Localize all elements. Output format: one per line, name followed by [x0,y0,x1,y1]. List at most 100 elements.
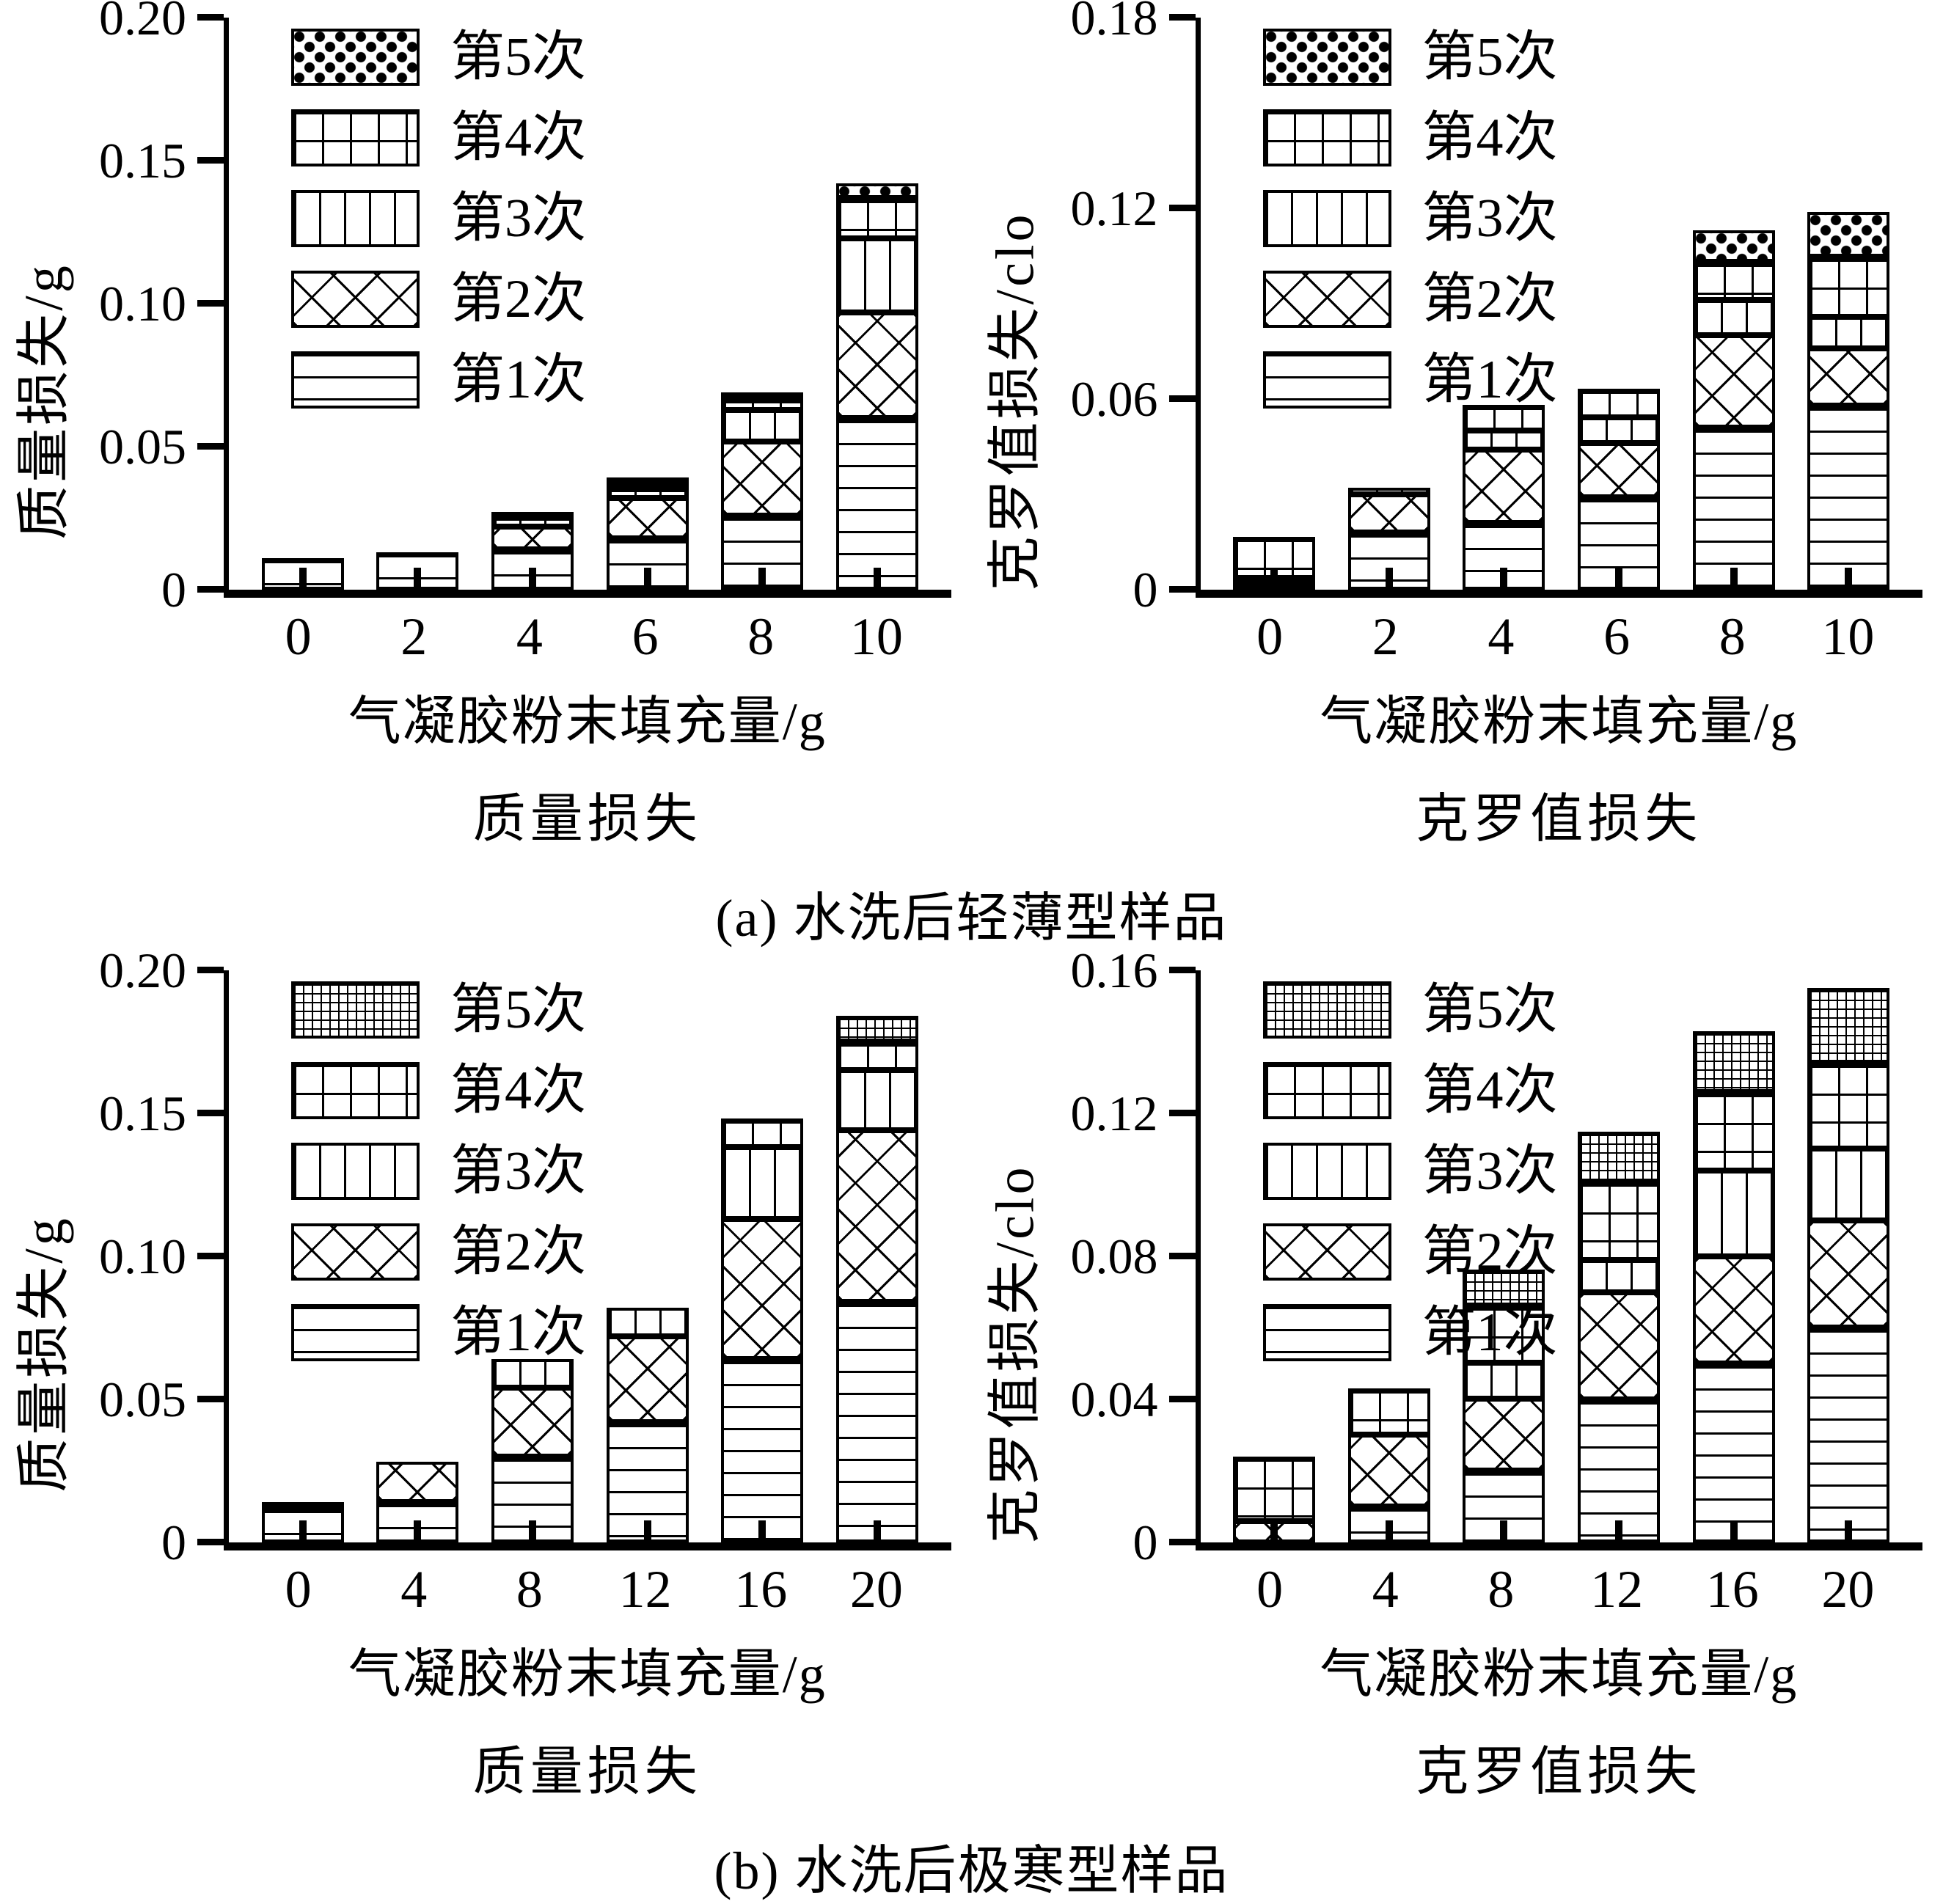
y-tick-label: 0.10 [99,277,186,330]
bar-segment-第2次 [1807,1220,1889,1328]
bar-segment-第3次 [1463,431,1545,450]
x-tick [1615,1520,1622,1542]
y-tick-label: 0 [161,1516,186,1569]
y-tick [1169,1110,1196,1116]
legend-label: 第2次 [450,1223,586,1281]
x-tick [1270,1520,1278,1542]
bar-segment-第1次 [1807,406,1889,590]
bar-segment-第3次 [1807,317,1889,348]
bar-segment-第3次 [1463,1363,1545,1399]
bar-segment-第5次 [1807,212,1889,257]
figure-caption-b: (b) 水洗后极寒型样品 [0,1827,1943,1904]
legend-swatch-grid [291,109,420,166]
x-tick [1730,568,1738,590]
y-tick-label: 0.16 [1071,944,1158,997]
bar [1693,18,1775,590]
y-axis-label-column: 质量损失/g [0,970,77,1805]
bar-segment-第2次 [1463,1399,1545,1471]
bar [836,970,918,1542]
y-tick-label: 0.12 [1071,182,1158,235]
bar [607,18,689,590]
legend-label: 第1次 [1422,1303,1558,1362]
bar-segment-第2次 [607,498,689,538]
legend: 第5次第4次第3次第2次第1次 [291,981,586,1362]
legend-item: 第4次 [291,109,586,167]
bar-segment-第4次 [1807,257,1889,317]
legend-item: 第3次 [1263,189,1558,248]
y-axis-label: 质量损失/g [0,1216,78,1493]
y-tick [197,1539,224,1545]
x-tick [299,1520,307,1542]
legend-label: 第3次 [1422,189,1558,248]
legend-label: 第3次 [450,1142,586,1201]
bar-stack [1578,1132,1660,1542]
legend-item: 第2次 [291,1223,586,1281]
bar-segment-第5次 [836,183,918,198]
x-tick [1845,568,1852,590]
x-axis-label: 气凝胶粉末填充量/g [1196,678,1923,755]
bar-segment-第3次 [1578,417,1660,443]
bar-segment-第1次 [1693,428,1775,590]
legend-swatch-vlines [1263,190,1391,247]
bar-segment-第2次 [1807,348,1889,406]
legend-item: 第5次 [1263,28,1558,87]
bar [607,970,689,1542]
bar-segment-第4次 [721,398,803,410]
legend-swatch-vlines [291,190,420,247]
legend-label: 第5次 [1422,28,1558,87]
bar-segment-第3次 [607,1308,689,1336]
bar-segment-第2次 [491,1388,574,1457]
bar-segment-第3次 [1348,488,1430,494]
x-tick-label: 16 [720,1559,802,1620]
legend-swatch-cross [291,271,420,328]
legend-label: 第1次 [1422,351,1558,409]
x-tick [758,1520,766,1542]
legend-item: 第2次 [1263,1223,1558,1281]
legend-swatch-cross [1263,1223,1391,1281]
y-axis-label-column: 克罗值损失/clo [972,18,1049,852]
legend: 第5次第4次第3次第2次第1次 [1263,28,1558,409]
legend-item: 第1次 [291,351,586,409]
x-tick-label: 12 [604,1559,687,1620]
legend-swatch-hlines [291,351,420,409]
y-tick [197,1253,224,1259]
bar-segment-第4次 [1578,1182,1660,1260]
y-tick [197,967,224,973]
legend-swatch-dots [291,29,420,86]
bar-segment-第5次 [721,392,803,398]
x-tick [644,1520,651,1542]
bar-stack [1578,389,1660,590]
legend-item: 第5次 [291,28,586,87]
bar-stack [491,1359,574,1542]
x-tick [529,1520,536,1542]
x-tick [1500,568,1507,590]
bar [1578,18,1660,590]
y-tick-label: 0.08 [1071,1230,1158,1283]
legend-item: 第4次 [1263,1061,1558,1120]
y-tick-label: 0.05 [99,1373,186,1426]
legend-swatch-grid [1263,109,1391,166]
bar-segment-第2次 [1578,443,1660,497]
legend-item: 第2次 [1263,270,1558,329]
chart-subtitle: 克罗值损失 [1196,775,1923,852]
legend-item: 第5次 [291,981,586,1039]
x-tick [529,568,536,590]
legend-item: 第3次 [291,1142,586,1201]
bar-segment-第4次 [1693,262,1775,300]
bar-segment-第3次 [721,410,803,442]
x-axis-label: 气凝胶粉末填充量/g [1196,1630,1923,1707]
x-tick-label: 20 [835,1559,918,1620]
y-tick [197,586,224,593]
legend-swatch-hlines [1263,1304,1391,1361]
y-tick-label: 0 [1133,1516,1158,1569]
bar-segment-第2次 [376,1462,458,1502]
bar-segment-第5次 [836,1016,918,1041]
